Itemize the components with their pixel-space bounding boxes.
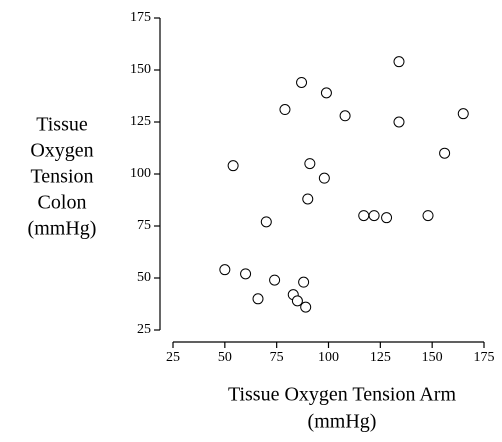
point [318,172,330,184]
point [227,160,239,172]
x-tick-label: 25 [166,350,180,365]
y-axis-label: (mmHg) [28,218,97,240]
point [240,268,252,280]
y-axis-label: Tension [30,166,93,188]
y-tick-label: 125 [130,114,151,129]
y-tick-label: 100 [130,166,151,181]
y-axis-label: Colon [38,192,87,214]
x-tick-label: 125 [370,350,391,365]
y-tick-label: 175 [130,10,151,25]
y-tick-label: 150 [130,62,151,77]
y-axis-label: Tissue [36,114,88,136]
point [393,56,405,68]
point [279,104,291,116]
y-tick-label: 25 [137,322,151,337]
point [358,210,370,222]
point [320,87,332,99]
point [291,295,303,307]
x-axis-label: Tissue Oxygen Tension Arm [228,384,457,406]
point [381,212,393,224]
point [296,76,308,88]
x-axis-label: (mmHg) [308,411,377,433]
point [393,116,405,128]
point [339,110,351,122]
x-tick-label: 150 [422,350,443,365]
point [252,293,264,305]
y-tick-label: 50 [137,270,151,285]
y-axis-label: Oxygen [30,140,93,162]
point [298,276,310,288]
x-tick-label: 50 [218,350,232,365]
point [439,147,451,159]
x-tick-label: 75 [270,350,284,365]
y-tick-label: 75 [137,218,151,233]
x-tick-label: 175 [474,350,495,365]
point [304,158,316,170]
point [368,210,380,222]
point [260,216,272,228]
x-tick-label: 100 [318,350,339,365]
point [422,210,434,222]
point [269,274,281,286]
point [457,108,469,120]
point [300,301,312,313]
point [302,193,314,205]
point [219,264,231,276]
